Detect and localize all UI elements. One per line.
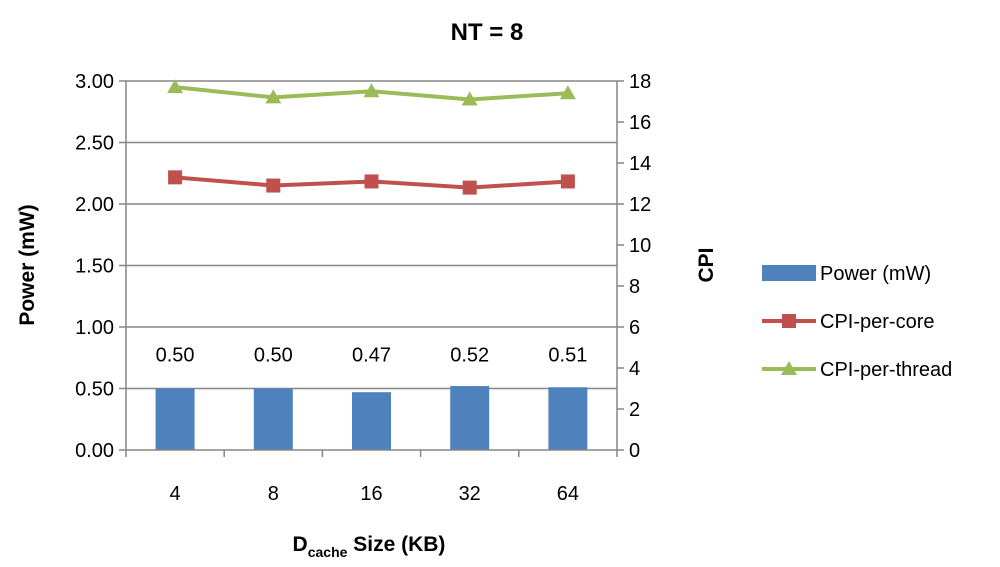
x-axis-title-rest: Size (KB)	[347, 533, 445, 556]
bar-data-label: 0.50	[156, 345, 195, 367]
data-point	[363, 83, 380, 98]
left-axis-ticks: 0.00 0.50 1.00 1.50 2.00 2.50 3.00	[75, 71, 126, 462]
data-point	[462, 180, 477, 195]
x-tick-label: 16	[360, 483, 382, 505]
y2-tick-label: 14	[629, 153, 651, 175]
x-axis-title: Dcache Size (KB)	[293, 533, 446, 560]
x-axis-ticks: 4 8 16 32 64	[125, 450, 618, 505]
legend-label: CPI-per-core	[820, 311, 934, 333]
data-point	[167, 79, 184, 94]
y2-axis-title: CPI	[695, 247, 718, 282]
bar-data-label: 0.50	[254, 345, 293, 367]
y-tick-label: 1.00	[75, 317, 114, 339]
y2-tick-label: 8	[629, 276, 640, 298]
data-point	[559, 85, 576, 100]
legend-label: CPI-per-thread	[820, 359, 952, 381]
x-axis-title-subscript: cache	[308, 544, 348, 560]
bar	[253, 388, 293, 450]
x-tick-label: 32	[459, 483, 481, 505]
x-axis-title-main: D	[293, 533, 308, 556]
legend-label: Power (mW)	[820, 263, 931, 285]
bar-data-label: 0.47	[352, 345, 391, 367]
y-tick-label: 1.50	[75, 256, 114, 278]
data-point	[266, 178, 281, 193]
data-point	[461, 91, 478, 106]
data-point	[364, 174, 379, 189]
y-tick-label: 2.00	[75, 194, 114, 216]
y2-tick-label: 6	[629, 317, 640, 339]
legend-marker	[782, 314, 796, 328]
x-tick-label: 8	[268, 483, 279, 505]
legend-swatch	[762, 265, 816, 281]
chart-title: NT = 8	[451, 19, 524, 46]
y2-tick-label: 4	[629, 358, 640, 380]
gridlines	[126, 80, 617, 390]
y2-tick-label: 10	[629, 235, 651, 257]
y2-tick-label: 12	[629, 194, 651, 216]
right-axis-ticks: 0 2 4 6 8 10 12 14 16 18	[617, 71, 651, 462]
y-tick-label: 2.50	[75, 133, 114, 155]
data-point	[560, 174, 575, 189]
y-tick-label: 0.00	[75, 440, 114, 462]
legend: Power (mW) CPI-per-core CPI-per-thread	[762, 263, 952, 381]
y2-tick-label: 16	[629, 112, 651, 134]
data-point	[168, 170, 183, 185]
x-tick-label: 64	[557, 483, 579, 505]
bar	[155, 388, 195, 450]
bar	[352, 392, 391, 450]
y-tick-label: 0.50	[75, 379, 114, 401]
bar-data-label: 0.52	[450, 345, 489, 367]
bar-data-labels: 0.50 0.50 0.47 0.52 0.51	[156, 345, 588, 367]
y2-tick-label: 18	[629, 71, 651, 93]
bar	[450, 386, 490, 450]
y2-tick-label: 2	[629, 399, 640, 421]
y2-tick-label: 0	[629, 440, 640, 462]
y-tick-label: 3.00	[75, 71, 114, 93]
y-axis-title: Power (mW)	[16, 204, 39, 325]
x-tick-label: 4	[170, 483, 181, 505]
bar	[548, 387, 588, 450]
bar-data-label: 0.51	[548, 345, 587, 367]
bar-series	[155, 386, 588, 450]
legend-marker	[781, 361, 797, 375]
line-series	[167, 79, 576, 195]
data-point	[265, 89, 282, 104]
